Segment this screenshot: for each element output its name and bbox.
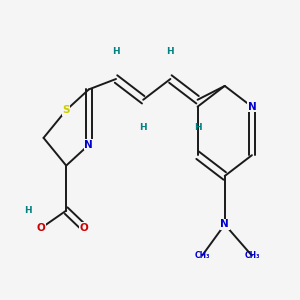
Text: O: O — [80, 223, 89, 233]
Text: CH₃: CH₃ — [244, 251, 260, 260]
Text: N: N — [248, 102, 256, 112]
Text: CH₃: CH₃ — [194, 251, 210, 260]
Text: H: H — [167, 47, 174, 56]
Text: O: O — [37, 223, 46, 233]
Text: H: H — [112, 47, 120, 56]
Text: S: S — [62, 105, 70, 115]
Text: H: H — [140, 123, 147, 132]
Text: H: H — [24, 206, 32, 215]
Text: N: N — [85, 140, 93, 150]
Text: H: H — [194, 123, 201, 132]
Text: N: N — [220, 220, 229, 230]
